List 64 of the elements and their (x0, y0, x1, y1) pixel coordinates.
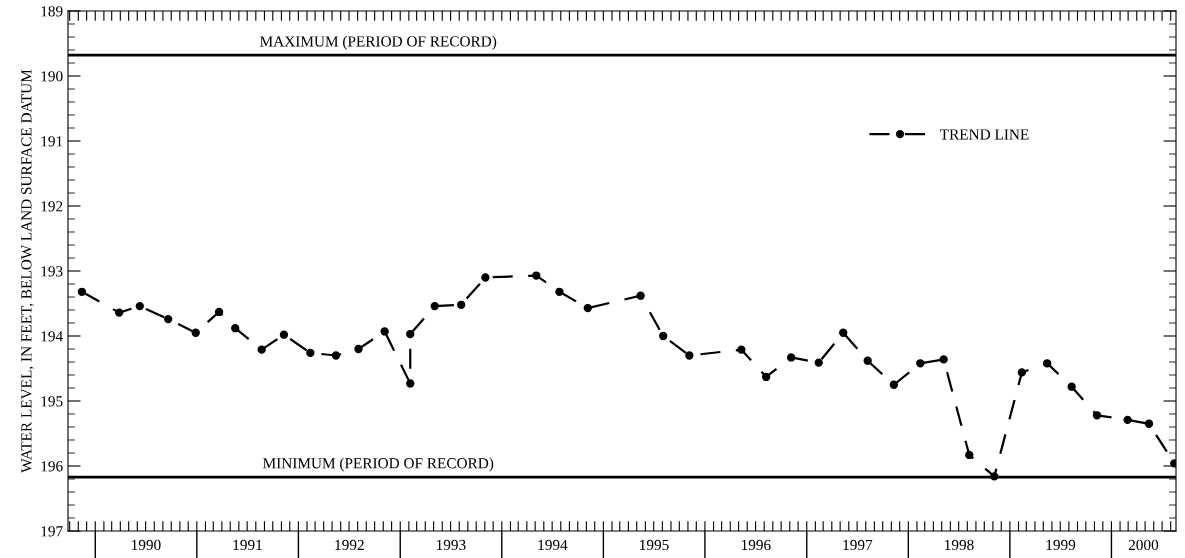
point (1067, 382, 1076, 391)
point (457, 300, 466, 309)
point (354, 344, 363, 354)
point (939, 355, 948, 364)
point (191, 328, 200, 337)
point (279, 330, 289, 339)
y-tick-label: 196 (41, 461, 63, 472)
point (583, 303, 592, 313)
point (636, 291, 645, 300)
point (231, 324, 240, 333)
point (737, 345, 746, 354)
point (532, 271, 541, 280)
point (555, 287, 564, 296)
x-tick-label: 1998 (945, 539, 974, 551)
point (916, 359, 925, 368)
point (1043, 359, 1052, 368)
point (965, 450, 974, 460)
point (406, 329, 415, 339)
x-tick-label: 1997 (843, 539, 873, 551)
legend-label: TREND LINE (940, 129, 1029, 140)
y-tick-label: 193 (41, 266, 63, 277)
point (481, 273, 490, 282)
y-tick-label: 194 (41, 331, 63, 342)
point (430, 301, 439, 311)
x-tick-label: 1999 (1046, 539, 1076, 551)
x-tick-label: 1995 (640, 539, 669, 551)
point (863, 356, 872, 365)
y-tick-label: 190 (41, 71, 63, 82)
x-tick-label: 1996 (741, 539, 771, 551)
x-tick-label: 2000 (1128, 539, 1159, 551)
x-tick-label: 1990 (131, 539, 161, 551)
x-tick-label: 1991 (233, 539, 262, 551)
point (1123, 415, 1132, 425)
point (839, 328, 848, 337)
ref-line-label: MINIMUM (PERIOD OF RECORD) (263, 457, 494, 472)
point (135, 301, 144, 311)
y-tick-label: 192 (41, 201, 63, 212)
x-tick-label: 1992 (335, 539, 364, 551)
point (787, 353, 796, 362)
x-tick-label: 1993 (436, 539, 466, 551)
point (889, 380, 899, 389)
point (380, 327, 389, 336)
point (214, 307, 224, 317)
point (1144, 419, 1154, 428)
x-tick-label: 1994 (538, 539, 568, 551)
y-tick-label: 195 (41, 396, 63, 407)
point (77, 287, 87, 296)
point (306, 348, 315, 358)
point (164, 314, 173, 324)
point (814, 358, 823, 367)
y-tick-label: 191 (41, 136, 63, 147)
y-axis-title: WATER LEVEL, IN FEET, BELOW LAND SURFACE DATUM (21, 69, 34, 473)
y-tick-label: 197 (41, 526, 63, 537)
point (406, 379, 415, 388)
point (331, 351, 341, 360)
point (659, 331, 668, 341)
point (761, 372, 771, 382)
point (257, 345, 266, 354)
point (1092, 411, 1102, 420)
point (1017, 368, 1027, 377)
y-tick-label: 189 (41, 6, 63, 17)
point (685, 351, 694, 360)
point (115, 308, 124, 317)
ref-line-label: MAXIMUM (PERIOD OF RECORD) (260, 35, 497, 50)
